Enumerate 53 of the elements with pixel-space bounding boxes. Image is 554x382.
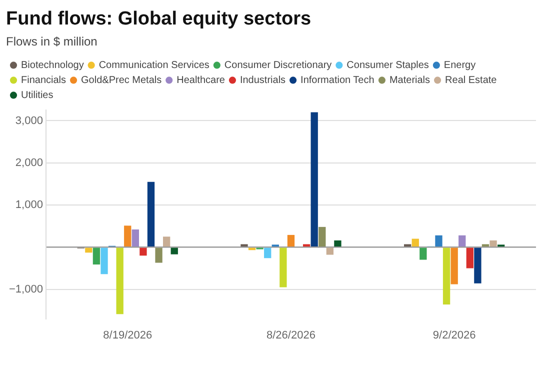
bar	[100, 248, 108, 274]
bar	[420, 248, 427, 260]
bar	[404, 244, 412, 247]
bar	[490, 240, 497, 247]
legend-label: Financials	[21, 74, 66, 86]
bar	[474, 248, 482, 284]
bar	[334, 240, 342, 247]
legend-label: Consumer Discretionary	[224, 60, 332, 71]
bar	[170, 248, 178, 254]
chart-title: Fund flows: Global equity sectors	[6, 8, 312, 30]
bar	[116, 248, 124, 314]
legend-label: Utilities	[21, 90, 54, 101]
bar	[326, 248, 334, 255]
x-tick-label: 8/19/2026	[103, 329, 152, 342]
bar	[412, 238, 419, 247]
x-tick-label: 8/26/2026	[266, 329, 316, 342]
bar	[124, 226, 132, 247]
legend-label: Healthcare	[176, 74, 226, 86]
bar	[280, 248, 287, 288]
y-tick-label: 3,000	[15, 114, 43, 127]
bar	[287, 234, 295, 247]
bar	[466, 248, 474, 268]
bar	[240, 244, 248, 247]
y-tick-label: 1,000	[15, 199, 43, 212]
bar	[155, 248, 162, 263]
bar	[442, 248, 450, 304]
y-tick-label: 2,000	[15, 156, 43, 169]
bar	[140, 248, 147, 256]
bar	[147, 182, 155, 247]
bar	[310, 112, 318, 247]
bar	[132, 229, 139, 247]
bar	[302, 244, 310, 247]
legend-label: Industrials	[240, 74, 286, 86]
bar	[85, 248, 92, 253]
bar	[318, 226, 326, 247]
bar	[162, 236, 170, 247]
legend-label: Consumer Staples	[346, 60, 429, 71]
legend-label: Information Tech	[300, 74, 374, 86]
bar	[92, 248, 100, 264]
bar	[450, 248, 458, 284]
legend-label: Materials	[389, 74, 430, 86]
bar	[482, 244, 490, 247]
bar	[435, 235, 442, 247]
legend-label: Energy	[444, 60, 476, 71]
bar	[458, 235, 466, 247]
legend-label: Real Estate	[445, 74, 498, 86]
bar	[264, 248, 272, 258]
x-tick-label: 9/2/2026	[432, 329, 476, 342]
legend-label: Biotechnology	[21, 60, 84, 71]
y-tick-label: −1,000	[9, 283, 43, 296]
legend-label: Communication Services	[98, 60, 210, 71]
chart-subtitle: Flows in $ million	[6, 34, 98, 48]
legend-label: Gold&Prec Metals	[81, 74, 162, 86]
